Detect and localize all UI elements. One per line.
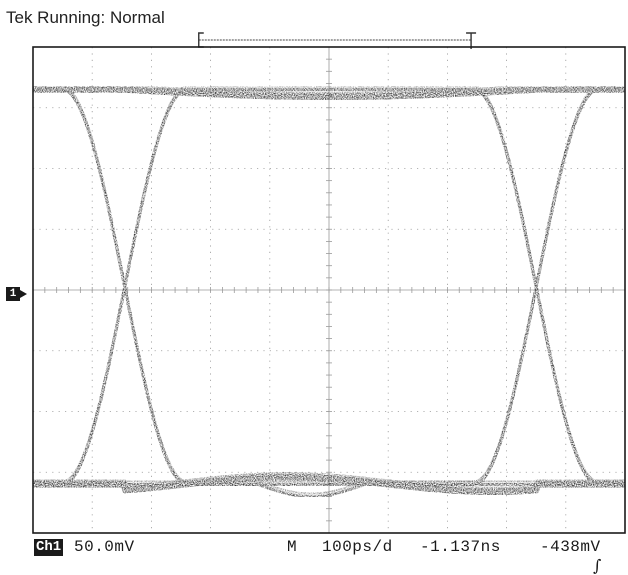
graticule-grid xyxy=(32,46,626,534)
channel-ground-marker-icon[interactable]: 1 xyxy=(6,287,20,301)
trace-rising-falling-spread xyxy=(33,85,625,483)
graticule-frame xyxy=(32,46,626,534)
trace-low-level-spread xyxy=(33,472,625,491)
trace-low-ringing xyxy=(32,482,626,499)
delay-readout: -1.137ns xyxy=(420,538,501,556)
ground-arrow-icon xyxy=(20,290,27,298)
timebase-readout: 100ps/d xyxy=(322,538,393,556)
trace-high-level-spread xyxy=(33,84,625,96)
channel-badge[interactable]: Ch1 xyxy=(34,539,64,556)
status-text: Tek Running: Normal xyxy=(6,8,165,27)
trace-low-level xyxy=(30,473,628,495)
waveform-trace xyxy=(30,84,628,499)
vertical-scale-readout: 50.0mV xyxy=(74,538,135,556)
trigger-level-readout: -438mV xyxy=(540,538,601,556)
trigger-slope-icon: ∫ xyxy=(593,556,602,575)
trace-high-level xyxy=(30,86,628,101)
trace-low-ringing-spread xyxy=(33,480,625,495)
horizontal-mode-label: M xyxy=(287,538,298,556)
